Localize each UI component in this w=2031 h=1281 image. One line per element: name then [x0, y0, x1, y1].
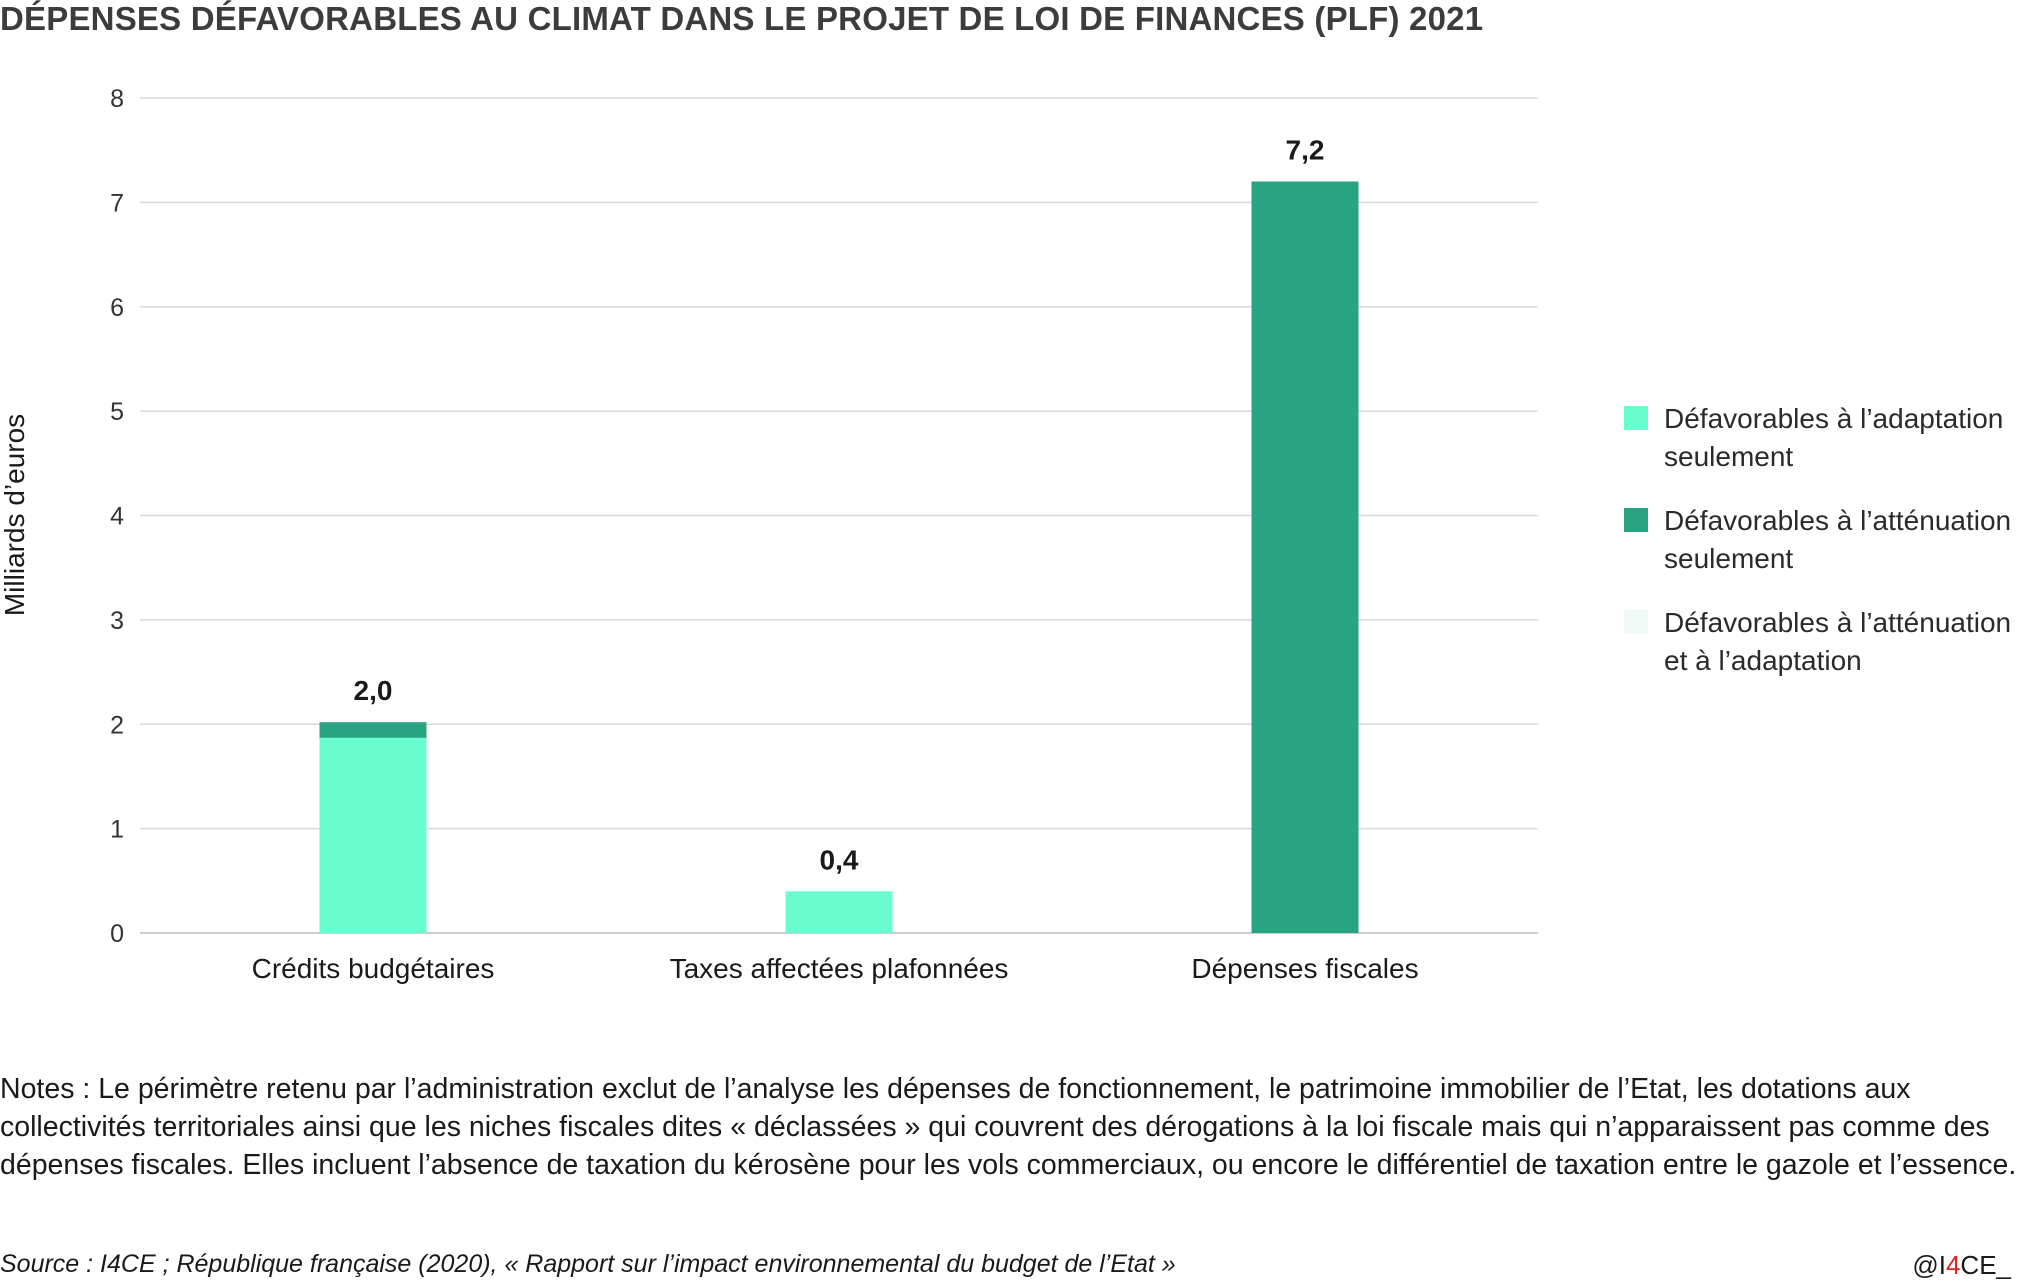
legend-item: Défavorables à l’atténuation et à l’adap…: [1624, 604, 2024, 680]
y-tick-label: 1: [110, 816, 124, 844]
category-label: Taxes affectées plafonnées: [670, 953, 1009, 984]
notes: Notes : Le périmètre retenu par l’admini…: [0, 1073, 2017, 1181]
legend-item: Défavorables à l’adaptation seulement: [1624, 400, 2024, 476]
y-tick-label: 8: [110, 85, 124, 113]
data-label: 0,4: [820, 844, 859, 875]
y-axis-label: Milliards d’euros: [0, 414, 30, 616]
data-label: 7,2: [1286, 135, 1325, 166]
bar-segment: [1251, 181, 1359, 933]
y-tick-label: 0: [110, 920, 124, 948]
bar-segment: [785, 891, 893, 933]
data-labels: 2,0 0,4 7,2: [354, 135, 1325, 876]
category-label: Crédits budgétaires: [252, 953, 495, 984]
bar-chart: 0 1 2 3 4 5 6 7 8 2,0 0,4 7,2 Crédits budgétaires T…: [0, 85, 1538, 984]
bars: [319, 181, 1359, 933]
legend-swatch: [1624, 508, 1648, 532]
y-tick-label: 7: [110, 189, 124, 217]
data-label: 2,0: [354, 675, 393, 706]
y-tick-label: 3: [110, 607, 124, 635]
legend-label: Défavorables à l’atténuation seulement: [1664, 505, 2012, 574]
y-tick-label: 5: [110, 398, 124, 426]
x-axis-categories: Crédits budgétaires Taxes affectées plafo…: [252, 953, 1419, 984]
y-tick-label: 6: [110, 294, 124, 322]
category-label: Dépenses fiscales: [1191, 953, 1418, 984]
credit-handle: @I4CE_: [1912, 1250, 2011, 1280]
y-axis-ticks: 0 1 2 3 4 5 6 7 8: [110, 85, 124, 948]
bar-segment: [319, 722, 427, 738]
legend-label: Défavorables à l’adaptation seulement: [1664, 403, 2004, 472]
chart-title: DÉPENSES DÉFAVORABLES AU CLIMAT DANS LE …: [0, 0, 1484, 37]
y-tick-label: 2: [110, 711, 124, 739]
legend-swatch: [1624, 610, 1648, 634]
legend-label: Défavorables à l’atténuation et à l’adap…: [1664, 607, 2012, 676]
legend: Défavorables à l’adaptation seulement Déf…: [1624, 400, 2024, 706]
source-note: Source : I4CE ; République française (20…: [0, 1250, 1176, 1278]
bar-segment: [319, 737, 427, 933]
legend-item: Défavorables à l’atténuation seulement: [1624, 502, 2024, 578]
y-tick-label: 4: [110, 503, 124, 531]
legend-swatch: [1624, 406, 1648, 430]
